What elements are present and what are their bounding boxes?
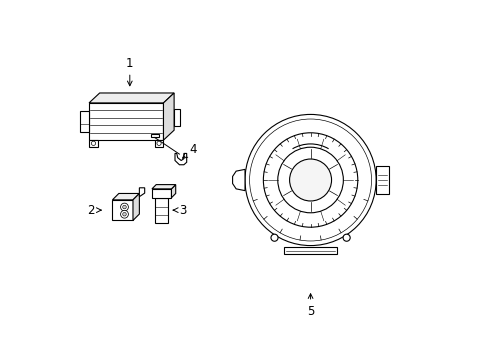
Bar	[155, 198, 169, 222]
Circle shape	[278, 147, 343, 213]
Bar	[152, 189, 172, 198]
Polygon shape	[172, 185, 176, 198]
Polygon shape	[89, 93, 174, 103]
Polygon shape	[139, 188, 145, 197]
Polygon shape	[152, 185, 176, 189]
Polygon shape	[175, 153, 187, 165]
Bar	[155, 140, 164, 147]
Text: 3: 3	[173, 204, 187, 217]
Bar	[376, 166, 389, 194]
Bar	[112, 200, 133, 220]
Circle shape	[343, 234, 350, 241]
Circle shape	[122, 205, 126, 209]
Polygon shape	[133, 193, 139, 220]
Bar	[80, 111, 89, 132]
Bar	[151, 134, 159, 138]
Circle shape	[271, 234, 278, 241]
Bar	[89, 103, 164, 140]
Text: 5: 5	[307, 294, 314, 318]
Text: 4: 4	[182, 143, 197, 158]
Text: 2: 2	[87, 204, 101, 217]
Polygon shape	[112, 193, 139, 200]
Circle shape	[290, 159, 332, 201]
Bar	[284, 247, 337, 254]
Circle shape	[263, 133, 358, 227]
Bar	[89, 140, 98, 147]
Bar	[174, 109, 180, 126]
Circle shape	[91, 141, 96, 145]
Circle shape	[122, 212, 126, 216]
Polygon shape	[233, 169, 245, 191]
Circle shape	[157, 141, 161, 145]
Circle shape	[245, 114, 376, 246]
Polygon shape	[164, 93, 174, 140]
Circle shape	[121, 203, 128, 211]
Text: 1: 1	[126, 57, 134, 86]
Circle shape	[121, 210, 128, 218]
